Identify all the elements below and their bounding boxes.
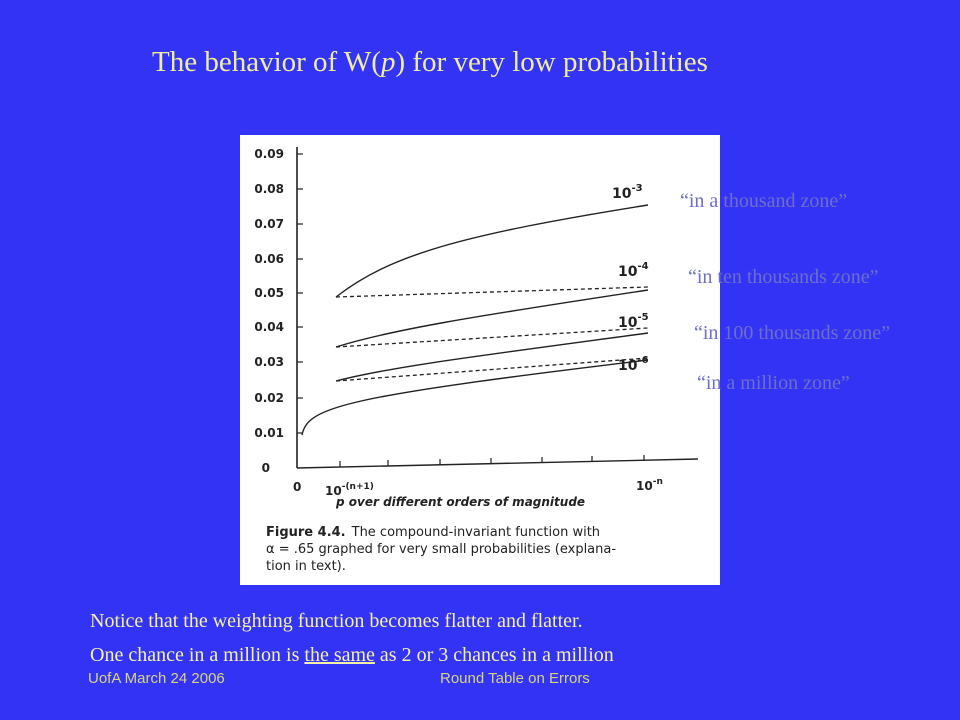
y-tick-label: 0.09 <box>254 147 284 161</box>
notice-line-2: One chance in a million is the same as 2… <box>90 644 614 666</box>
zone-label-ten-thousands: “in ten thousands zone” <box>688 266 879 288</box>
y-tick-label: 0.07 <box>254 217 284 231</box>
y-tick-label: 0 <box>262 461 270 475</box>
x-tick-label-end: 10-n <box>636 477 663 493</box>
figure-caption-line: tion in text). <box>266 559 346 574</box>
figure-caption-line: α = .65 graphed for very small probabili… <box>266 542 616 557</box>
x-tick-label-mid: 10-(n+1) <box>325 482 374 498</box>
footer-event: Round Table on Errors <box>440 670 590 687</box>
y-tick-label: 0.04 <box>254 320 284 334</box>
y-tick-label: 0.08 <box>254 182 284 196</box>
weighting-curves <box>301 204 649 436</box>
curve-1e-5 <box>335 332 649 382</box>
curve-1e-3 <box>335 204 649 298</box>
curve-label: 10-3 <box>612 183 643 202</box>
y-tick-label: 0.03 <box>254 355 284 369</box>
figure-caption-line: Figure 4.4. The compound-invariant functi… <box>266 525 600 540</box>
underlined-phrase: the same <box>304 644 375 666</box>
slide-title: The behavior of W(p) for very low probab… <box>152 46 708 78</box>
zone-label-100-thousands: “in 100 thousands zone” <box>694 322 891 344</box>
curve-label: 10-6 <box>618 355 649 374</box>
weighting-function-graph: 0.09 0.08 0.07 0.06 0.05 0.04 0.03 0.02 … <box>254 147 699 574</box>
dashed-line-1e-3 <box>335 286 649 298</box>
x-axis <box>296 458 699 469</box>
figure-scan: 0.09 0.08 0.07 0.06 0.05 0.04 0.03 0.02 … <box>240 135 720 585</box>
dashed-line-1e-4 <box>335 327 649 348</box>
y-tick-label: 0.05 <box>254 286 284 300</box>
x-tick-label-zero: 0 <box>293 480 301 494</box>
zone-label-million: “in a million zone” <box>697 372 850 394</box>
y-tick-marks <box>297 153 303 434</box>
curve-1e-4 <box>335 289 649 348</box>
curve-label: 10-5 <box>618 312 649 331</box>
curve-1e-6 <box>301 359 649 436</box>
x-tick-marks <box>339 455 645 467</box>
notice-line-1: Notice that the weighting function becom… <box>90 610 583 632</box>
y-tick-label: 0.01 <box>254 426 284 440</box>
footer-date: UofA March 24 2006 <box>88 670 225 687</box>
dashed-line-1e-5 <box>335 357 649 382</box>
title-variable: p <box>380 46 396 78</box>
reference-dashed-lines <box>335 286 649 382</box>
x-axis-caption: p over different orders of magnitude <box>335 495 585 509</box>
zone-label-thousand: “in a thousand zone” <box>680 190 848 212</box>
curve-label: 10-4 <box>618 261 649 280</box>
y-tick-label: 0.06 <box>254 252 284 266</box>
y-tick-label: 0.02 <box>254 391 284 405</box>
